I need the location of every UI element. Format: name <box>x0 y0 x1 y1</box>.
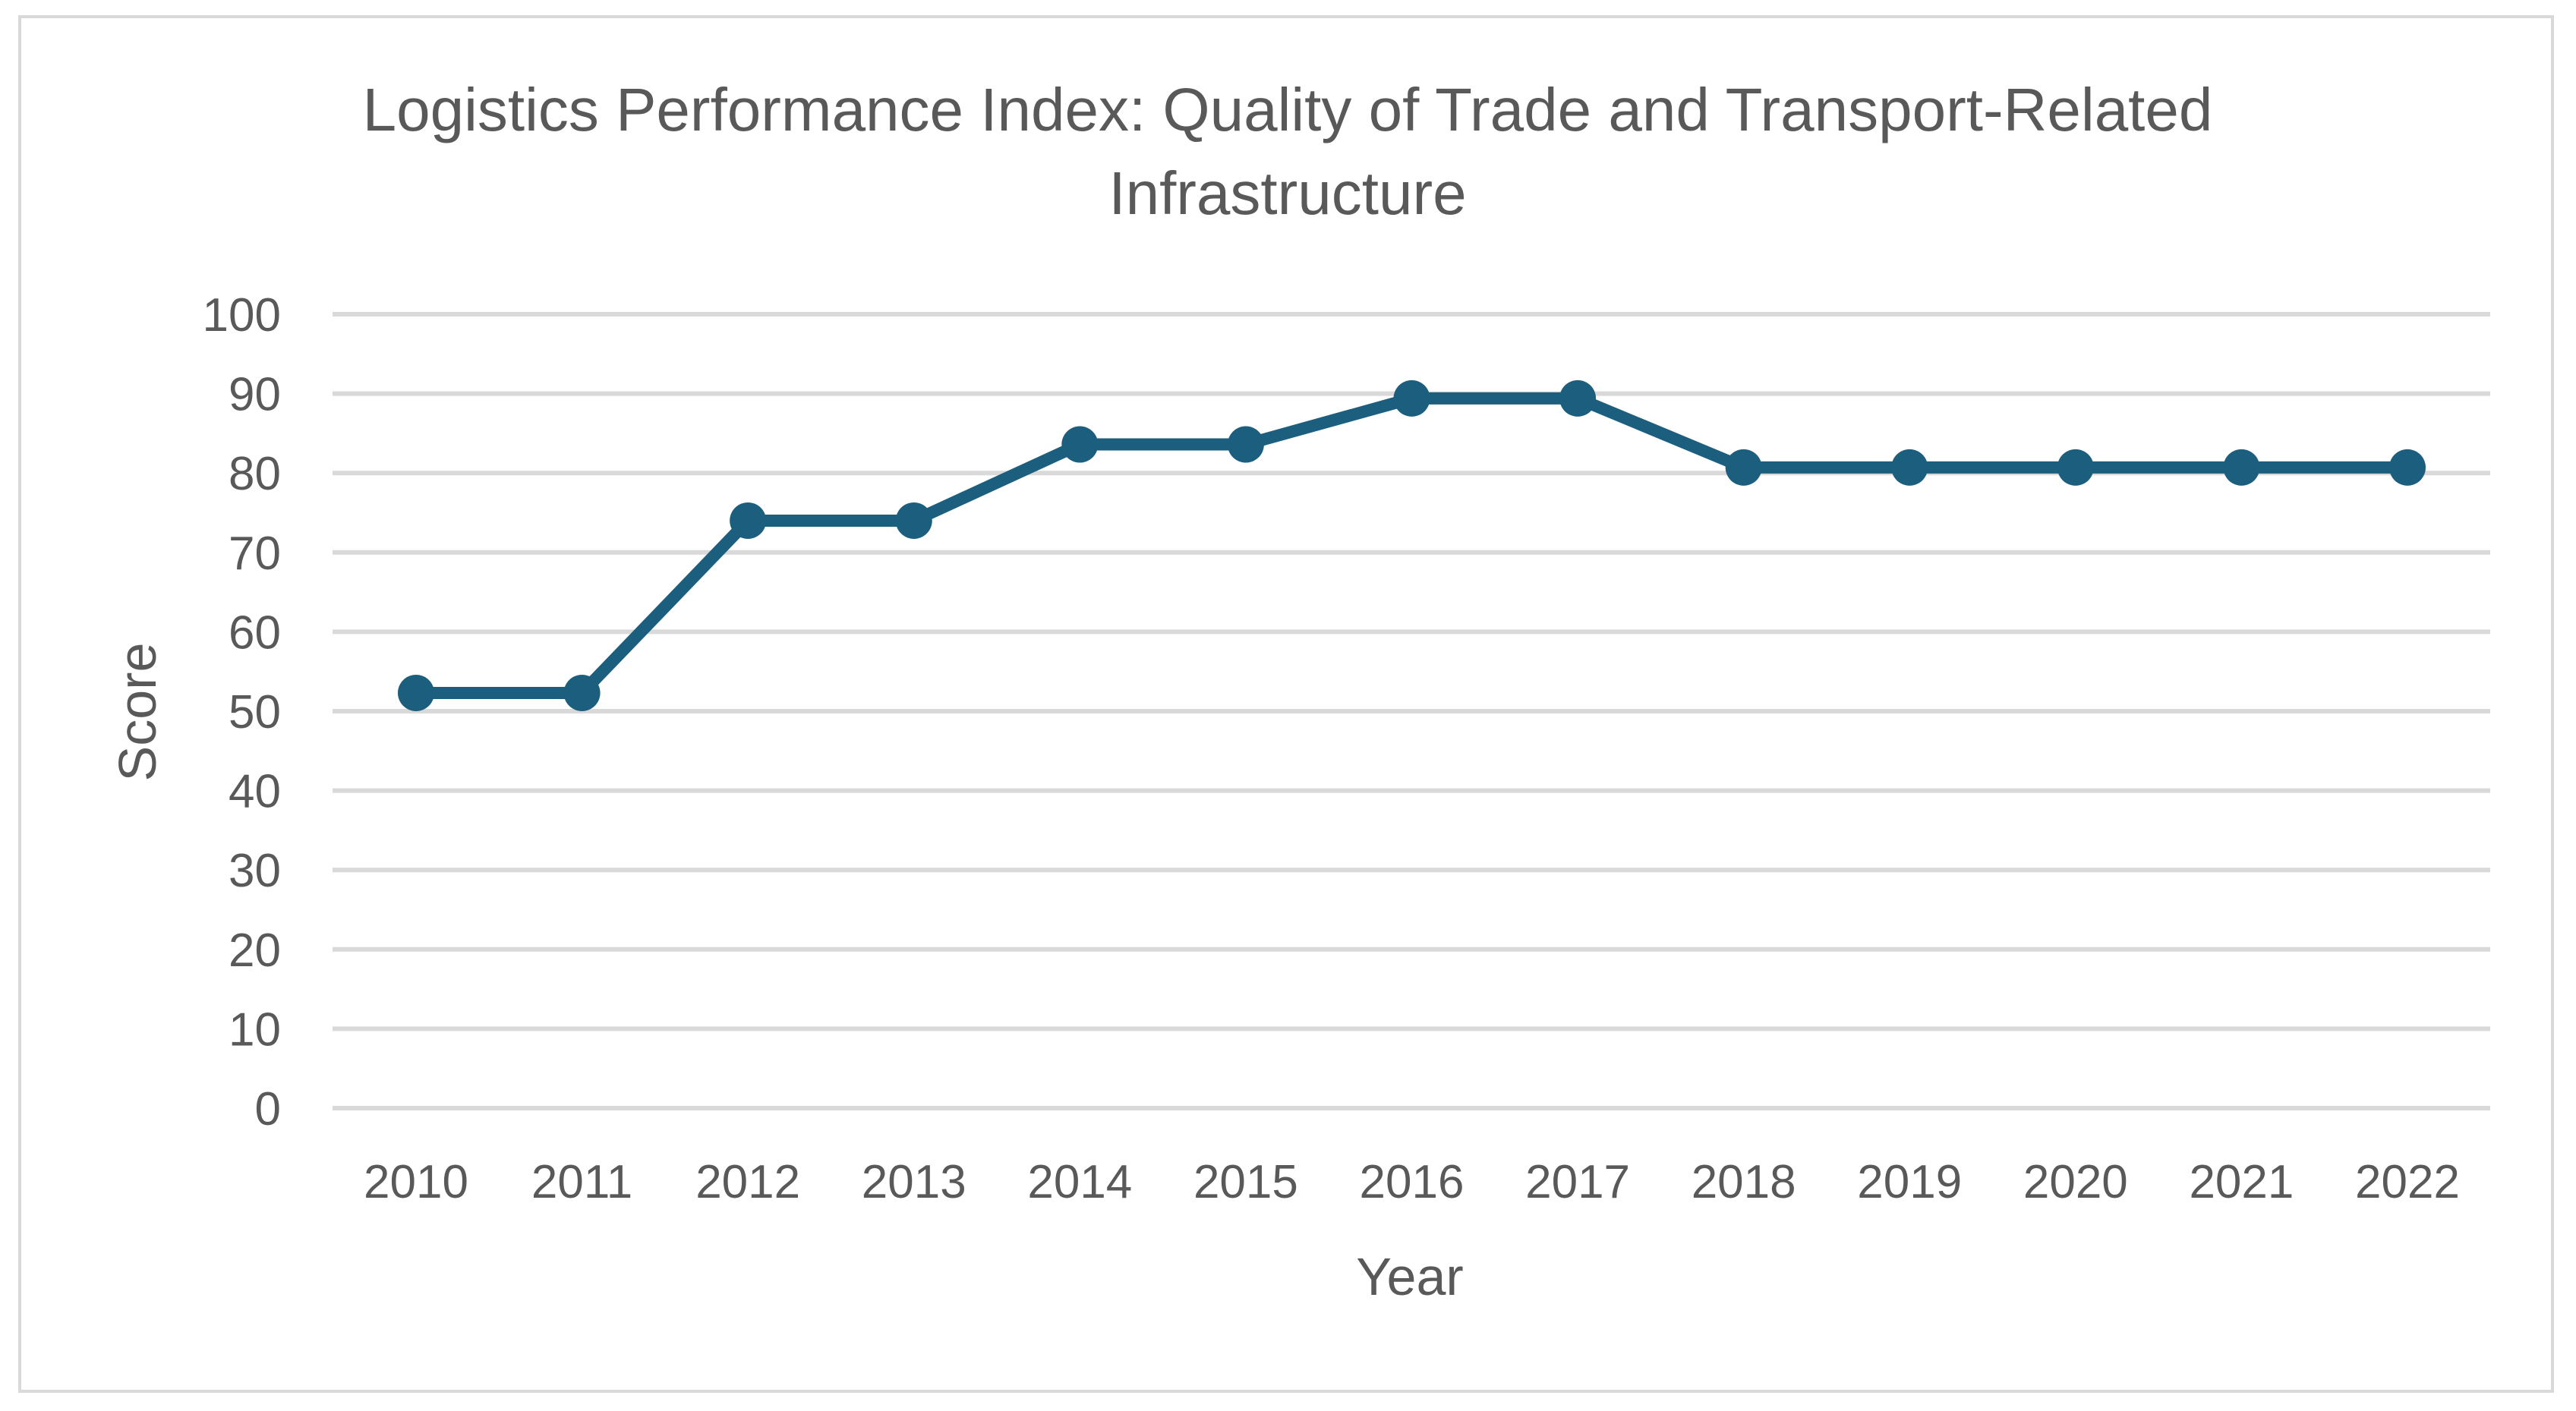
x-tick-label-2018: 2018 <box>1692 1156 1796 1208</box>
y-axis-ticks: 0 10 20 30 40 50 60 70 80 90 100 <box>203 289 281 1135</box>
gridlines <box>333 312 2490 1110</box>
y-tick-label-10: 10 <box>229 1003 281 1056</box>
data-point-2017 <box>1559 380 1597 417</box>
data-point-2018 <box>1725 449 1762 486</box>
x-tick-label-2022: 2022 <box>2355 1156 2460 1208</box>
data-point-2011 <box>563 674 601 711</box>
y-tick-label-30: 30 <box>229 845 281 897</box>
y-tick-label-100: 100 <box>203 289 281 342</box>
chart-frame <box>18 15 2554 1393</box>
data-point-2013 <box>895 502 932 539</box>
y-tick-label-0: 0 <box>255 1083 281 1135</box>
chart-title-line-2: Infrastructure <box>1108 159 1466 227</box>
x-axis-ticks: 2010 2011 2012 2013 2014 2015 2016 2017 2018 2019… <box>364 1156 2460 1208</box>
y-tick-label-20: 20 <box>229 924 281 977</box>
data-point-2021 <box>2223 449 2260 486</box>
x-axis-title: Year <box>1356 1247 1463 1306</box>
chart-title: Logistics Performance Index: Quality of … <box>363 76 2213 227</box>
y-tick-label-40: 40 <box>229 766 281 818</box>
y-tick-label-50: 50 <box>229 686 281 739</box>
y-tick-label-70: 70 <box>229 528 281 580</box>
x-tick-label-2012: 2012 <box>695 1156 800 1208</box>
x-tick-label-2016: 2016 <box>1360 1156 1465 1208</box>
x-tick-label-2019: 2019 <box>1857 1156 1962 1208</box>
y-axis-title: Score <box>108 643 167 782</box>
data-point-2012 <box>730 502 767 539</box>
y-tick-label-60: 60 <box>229 606 281 659</box>
x-tick-label-2014: 2014 <box>1027 1156 1132 1208</box>
data-point-2015 <box>1227 426 1264 463</box>
x-tick-label-2021: 2021 <box>2189 1156 2294 1208</box>
data-point-2010 <box>398 674 434 711</box>
x-tick-label-2010: 2010 <box>364 1156 468 1208</box>
data-point-2014 <box>1061 426 1099 463</box>
series-line-0 <box>410 392 2414 699</box>
x-tick-label-2011: 2011 <box>531 1156 632 1208</box>
y-tick-label-90: 90 <box>229 369 281 421</box>
x-tick-label-2015: 2015 <box>1193 1156 1298 1208</box>
data-point-2019 <box>1891 449 1928 486</box>
x-tick-label-2013: 2013 <box>862 1156 966 1208</box>
x-tick-label-2017: 2017 <box>1525 1156 1630 1208</box>
series-score <box>398 380 2426 711</box>
y-tick-label-80: 80 <box>229 448 281 500</box>
data-point-2016 <box>1393 380 1430 417</box>
data-point-2020 <box>2057 449 2094 486</box>
x-tick-label-2020: 2020 <box>2023 1156 2128 1208</box>
data-point-2022 <box>2389 449 2426 486</box>
chart-title-line-1: Logistics Performance Index: Quality of … <box>363 76 2213 143</box>
